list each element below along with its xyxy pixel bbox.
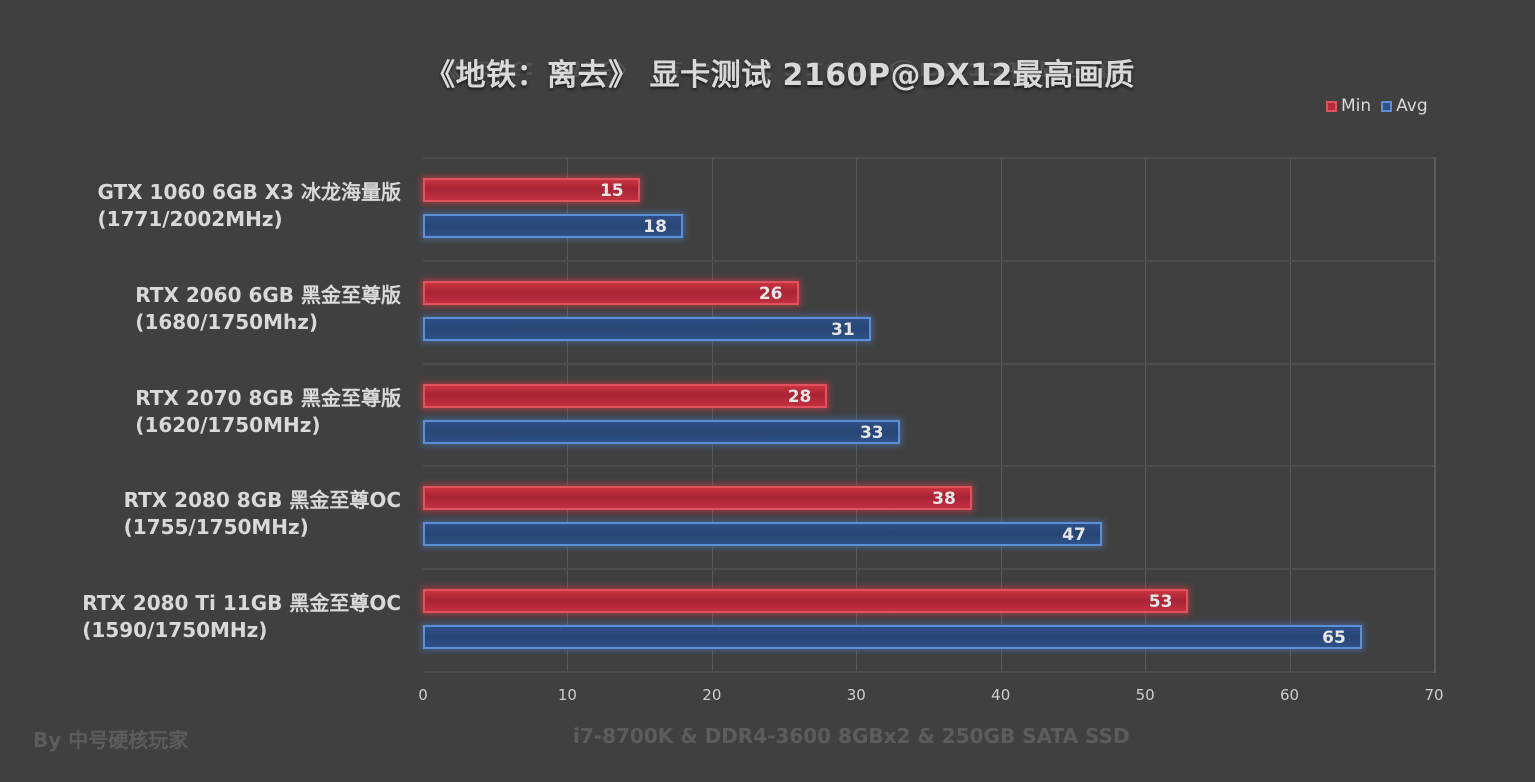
x-tick-label: 40 [991,686,1011,704]
bar-avg: 31 [423,316,871,341]
vertical-gridline [711,157,713,671]
horizontal-gridline [423,671,1434,673]
legend-swatch-avg [1381,100,1393,112]
horizontal-gridline [423,568,1434,571]
vertical-gridline [856,157,858,671]
category-name: RTX 2080 8GB 黑金至尊OC [123,488,401,513]
bar-min: 53 [423,589,1189,614]
bar-value-label: 15 [599,181,624,201]
x-tick-label: 20 [702,686,722,704]
legend-item-min: Min [1326,96,1371,116]
bar-min: 15 [423,178,640,202]
horizontal-gridline [423,259,1434,262]
x-tick-label: 70 [1424,686,1444,704]
bar-value-label: 38 [932,489,956,510]
x-tick-label: 0 [418,686,428,704]
vertical-gridline [1289,157,1291,671]
x-tick-label: 60 [1280,686,1300,704]
x-tick-label: 10 [557,686,577,704]
x-tick-label: 50 [1135,686,1155,704]
vertical-gridline [1145,157,1147,671]
system-spec-note: i7-8700K & DDR4-3600 8GBx2 & 250GB SATA … [573,724,1130,748]
plot-area: 15 18 26 31 28 33 38 47 53 65 [423,157,1436,673]
bar-value-label: 53 [1148,592,1173,613]
category-label: RTX 2060 6GB 黑金至尊版 (1680/1750Mhz) [135,282,401,336]
bar-value-label: 31 [831,319,855,340]
horizontal-gridline [423,157,1434,159]
bar-avg: 47 [423,522,1102,547]
category-label: RTX 2080 Ti 11GB 黑金至尊OC (1590/1750MHz) [82,590,401,644]
bar-value-label: 26 [758,283,783,304]
category-label: RTX 2080 8GB 黑金至尊OC (1755/1750MHz) [124,487,401,541]
author-watermark: By 中号硬核玩家 [33,728,189,752]
category-name: RTX 2060 6GB 黑金至尊版 [135,282,401,307]
vertical-gridline [1000,157,1002,671]
bar-avg: 18 [423,214,683,238]
chart-title: 《地铁：离去》 显卡测试 2160P@DX12最高画质 [425,58,1135,93]
horizontal-gridline [423,362,1434,365]
legend-swatch-min [1326,100,1337,112]
category-clock: (1680/1750Mhz) [135,309,318,334]
bar-value-label: 18 [643,217,667,237]
bar-value-label: 28 [787,386,812,407]
bar-avg: 65 [423,625,1362,650]
category-name: GTX 1060 6GB X3 冰龙海量版 [97,180,401,204]
category-clock: (1771/2002MHz) [97,207,283,231]
legend-label-min: Min [1341,96,1372,116]
bar-min: 38 [423,486,972,511]
legend-label-avg: Avg [1396,96,1428,116]
category-name: RTX 2070 8GB 黑金至尊版 [135,385,401,410]
bar-min: 26 [423,280,799,305]
legend-item-avg: Avg [1381,96,1428,116]
bar-avg: 33 [423,419,900,444]
bar-value-label: 47 [1062,525,1086,546]
legend: Min Avg [1326,96,1428,116]
vertical-gridline [567,157,569,671]
category-label: RTX 2070 8GB 黑金至尊版 (1620/1750MHz) [135,385,401,439]
category-clock: (1755/1750MHz) [123,515,309,540]
category-clock: (1620/1750MHz) [135,412,321,437]
x-tick-label: 30 [846,686,866,704]
category-clock: (1590/1750MHz) [82,618,268,643]
category-label: GTX 1060 6GB X3 冰龙海量版 (1771/2002MHz) [97,179,401,233]
vertical-gridline [1434,157,1435,671]
category-name: RTX 2080 Ti 11GB 黑金至尊OC [82,591,401,616]
bar-value-label: 33 [859,422,884,443]
bar-value-label: 65 [1322,628,1346,649]
bar-min: 28 [423,383,828,408]
horizontal-gridline [423,465,1434,468]
